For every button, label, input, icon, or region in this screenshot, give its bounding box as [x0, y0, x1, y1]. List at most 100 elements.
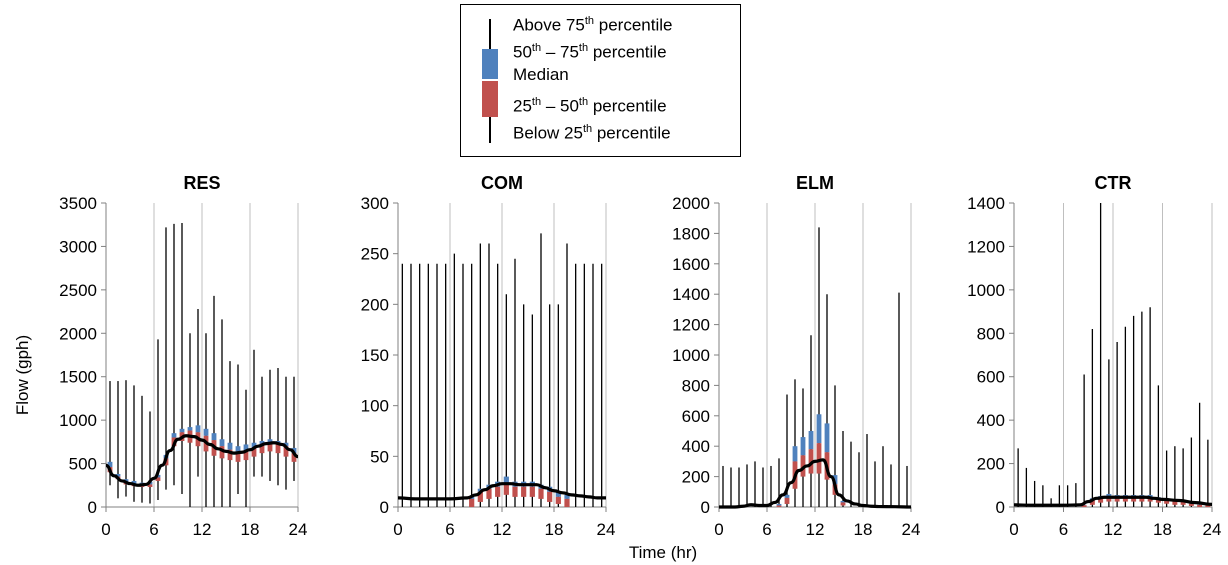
x-tick-label: 24	[289, 520, 308, 539]
x-tick-label: 0	[1009, 520, 1018, 539]
x-tick-label: 12	[193, 520, 212, 539]
y-tick-label: 100	[361, 397, 389, 416]
lower-box	[291, 453, 297, 462]
lower-box	[1180, 501, 1186, 505]
x-tick-label: 12	[1104, 520, 1123, 539]
lower-box	[1081, 505, 1087, 507]
upper-box	[179, 428, 185, 433]
median-curve	[718, 458, 912, 509]
lower-box	[251, 447, 257, 457]
upper-box	[283, 442, 289, 447]
x-tick-label: 0	[393, 520, 402, 539]
chart-title: ELM	[796, 173, 834, 193]
lower-box	[1172, 500, 1178, 505]
upper-box	[227, 442, 233, 450]
upper-box	[808, 431, 814, 450]
x-tick-label: 0	[101, 520, 110, 539]
upper-box	[243, 444, 249, 451]
legend-whisker-top	[489, 19, 491, 51]
lower-box	[227, 449, 233, 461]
y-tick-label: 1000	[967, 281, 1005, 300]
upper-box	[564, 494, 570, 499]
upper-box	[824, 423, 830, 453]
upper-box	[211, 433, 217, 441]
lower-box	[529, 486, 535, 497]
y-tick-label: 0	[88, 498, 97, 517]
y-tick-label: 200	[361, 295, 389, 314]
y-tick-label: 3000	[59, 237, 97, 256]
upper-box	[784, 494, 790, 498]
y-tick-label: 1000	[672, 346, 710, 365]
x-tick-label: 18	[854, 520, 873, 539]
y-tick-label: 800	[977, 324, 1005, 343]
legend-lower-box-swatch	[482, 81, 498, 117]
y-tick-label: 500	[69, 455, 97, 474]
upper-box	[800, 437, 806, 456]
chart-panel-com: COM 0 50 100 150 200 250 300 0 6 12 18 24	[361, 173, 616, 539]
lower-box	[503, 484, 509, 495]
median-curve	[397, 482, 606, 501]
upper-box	[187, 427, 193, 431]
y-tick-label: 250	[361, 245, 389, 264]
legend-whisker-bottom	[489, 117, 491, 143]
y-tick-label: 50	[370, 447, 389, 466]
upper-box	[259, 440, 265, 445]
lower-box	[259, 444, 265, 454]
x-axis-label: Time (hr)	[629, 543, 697, 562]
x-tick-label: 6	[445, 520, 454, 539]
lower-box	[512, 486, 518, 497]
legend-item-50-75: 50th – 75th percentile	[513, 42, 667, 62]
legend-upper-box-swatch	[482, 49, 498, 79]
y-tick-label: 1400	[967, 194, 1005, 213]
x-tick-label: 0	[714, 520, 723, 539]
x-tick-label: 12	[806, 520, 825, 539]
median-curve	[105, 434, 299, 487]
lower-box	[800, 455, 806, 477]
chart-title: RES	[183, 173, 220, 193]
lower-box	[1098, 498, 1104, 503]
y-tick-label: 150	[361, 346, 389, 365]
legend-median-line	[482, 79, 498, 81]
upper-box	[107, 461, 113, 468]
x-tick-label: 6	[1059, 520, 1068, 539]
legend-item-median: Median	[513, 65, 569, 84]
y-tick-label: 1500	[59, 368, 97, 387]
y-tick-label: 600	[977, 368, 1005, 387]
y-tick-label: 2500	[59, 281, 97, 300]
y-tick-label: 0	[701, 498, 710, 517]
lower-box	[1164, 499, 1170, 504]
y-tick-label: 1000	[59, 411, 97, 430]
upper-box	[792, 446, 798, 462]
upper-box	[219, 439, 225, 447]
chart-panel-res: RES 0 500 1000 1500 2000 2500 3000 3500 0 6 12 18 24	[59, 173, 307, 539]
lower-box	[538, 488, 544, 499]
upper-box	[115, 473, 121, 477]
y-tick-label: 0	[996, 498, 1005, 517]
y-tick-label: 2000	[59, 324, 97, 343]
y-tick-label: 2000	[672, 194, 710, 213]
lower-box	[486, 488, 492, 499]
lower-box	[219, 446, 225, 459]
chart-title: COM	[481, 173, 523, 193]
lower-box	[477, 491, 483, 502]
legend-item-25-50: 25th – 50th percentile	[513, 96, 667, 116]
lower-box	[564, 498, 570, 507]
chart-panel-ctr: CTR 0 200 400 600 800 1000 1200 1400 0 6 12 18 24	[967, 173, 1221, 539]
x-tick-label: 6	[149, 520, 158, 539]
y-tick-label: 3500	[59, 194, 97, 213]
median-curve	[1013, 495, 1213, 507]
upper-box	[251, 442, 257, 448]
y-tick-label: 400	[977, 411, 1005, 430]
lower-box	[267, 442, 273, 452]
upper-box	[1106, 493, 1112, 498]
lower-box	[1131, 497, 1137, 502]
lower-box	[1114, 497, 1120, 502]
x-tick-label: 18	[545, 520, 564, 539]
lower-box	[776, 505, 782, 507]
lower-box	[808, 449, 814, 474]
chart-panel-elm: ELM 0 200 400 600 800 1000 1200 1400 1600 1800 2000…	[672, 173, 920, 539]
x-tick-label: 18	[1153, 520, 1172, 539]
legend-item-above-75: Above 75th percentile	[513, 15, 673, 35]
legend-item-below-25: Below 25th percentile	[513, 123, 671, 143]
lower-box	[275, 443, 281, 454]
